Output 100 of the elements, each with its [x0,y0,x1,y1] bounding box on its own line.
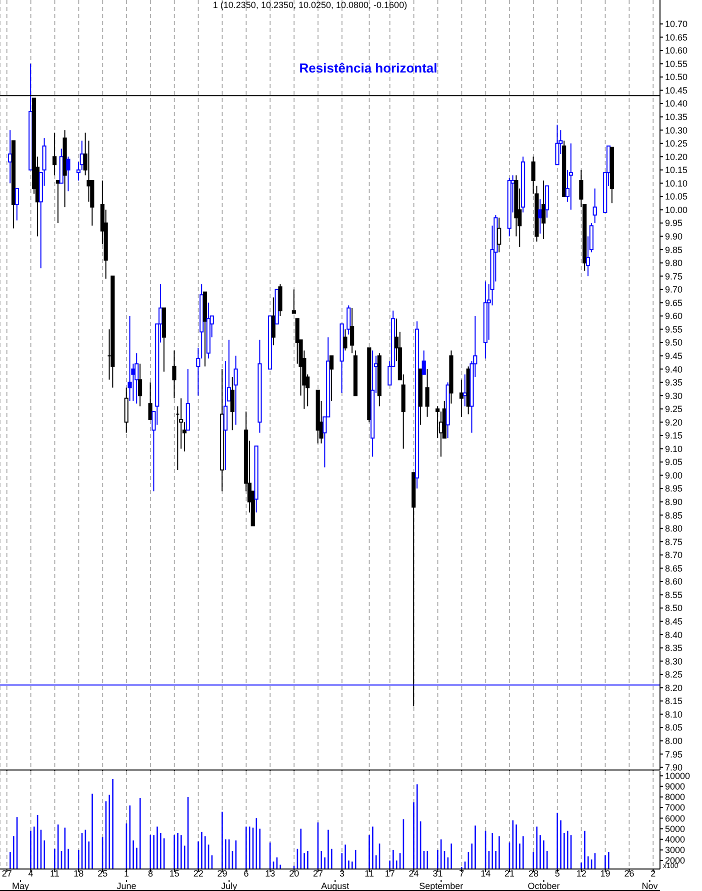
x-tick-label: 27 [2,868,12,878]
y-tick-label: 10000 [665,770,690,781]
y-tick-label: 9.65 [665,298,683,308]
x2-tick-label: October [528,881,560,891]
y-tick-label: 10.70 [665,19,688,30]
candlestick [544,185,550,218]
x2-tick-label: September [419,881,464,891]
candlestick [128,315,132,402]
y-tick-label: 10.25 [665,138,688,149]
x-tick-label: 7 [459,868,464,878]
x-tick-label: 11 [364,868,374,878]
y-tick-label: 5000 [665,824,686,834]
y-tick-label: 9.60 [665,311,683,322]
candlestick [292,288,296,314]
x-tick-label: 8 [148,868,153,878]
y-tick-label: 8.75 [665,536,683,547]
chart-title: 1 (10.2350, 10.2350, 10.0250, 10.0800, -0.1600) [212,0,408,10]
x-tick-label: 12 [576,868,586,878]
candlestick [343,328,348,351]
y-tick-label: 8.65 [665,563,683,574]
x-tick-label: 21 [504,868,515,878]
candlestick [592,188,597,224]
candlestick [497,217,502,253]
y-tick-label: 9.00 [665,470,683,480]
candlestick [346,304,351,336]
x-tick-label: 22 [193,868,204,878]
y-tick-label: 8000 [665,792,686,802]
y-tick-label: 9.05 [665,457,683,468]
y-tick-label: 10.45 [665,85,688,96]
candlestick [350,308,354,354]
y-tick-label: 9.35 [665,378,683,388]
y-tick-label: 8.00 [665,736,683,746]
y-tick-label: 10.15 [665,165,688,176]
y-tick-label: 10.65 [665,32,688,42]
x-tick-label: 5 [554,868,560,878]
x2-tick-label: Nov [642,881,658,891]
candlestick [52,132,57,176]
y-tick-label: 8.70 [665,550,683,560]
x-tick-label: 19 [600,868,610,878]
y-tick-label: 7000 [665,802,686,813]
candlestick [330,355,334,402]
x-tick-label: 29 [217,868,228,878]
y-tick-label: 8.20 [665,682,683,693]
x-tick-label: 13 [265,868,276,878]
candlestick [555,124,560,166]
ref-line-label: Resistência horizontal [299,60,438,76]
y-tick-label: 9.85 [665,244,683,255]
y-tick-label: 8.60 [665,576,683,587]
y-tick-label: 10.30 [665,125,688,136]
y-tick-label: 7.90 [665,762,683,773]
x-tick-label: 6 [244,868,249,878]
y-tick-label: 9.15 [665,430,683,441]
y-tick-label: 6000 [665,813,686,824]
y-tick-label: 8.05 [665,722,683,733]
candlestick [568,142,573,210]
x-tick-label: 17 [384,868,395,878]
candlestick [172,350,176,399]
y-tick-label: 8.90 [665,497,683,508]
y-tick-label: 8.25 [665,670,683,680]
y-tick-label: 10.40 [665,98,688,109]
x-tick-label: 14 [480,868,491,878]
candlestick [542,180,546,240]
x-tick-label: 2 [650,868,656,878]
y-tick-label: 7.95 [665,749,683,760]
y-tick-label: 9000 [665,782,686,792]
y-tick-label: 8.95 [665,484,683,494]
y-tick-label: 10.55 [665,58,688,69]
candlestick [234,355,238,426]
y-tick-label: 9.25 [665,404,683,414]
candlestick [425,368,430,418]
y-tick-label: 10.05 [665,192,688,202]
x-tick-label: 24 [408,868,419,878]
x-tick-label: 27 [313,868,324,878]
y-tick-label: 8.45 [665,616,683,627]
candlestick [295,318,300,364]
x2-tick-label: August [321,881,350,891]
candlestick [278,284,282,316]
candlestick [138,363,142,407]
y-tick-label: 10.00 [665,204,688,215]
candlestick [230,376,234,431]
x2-tick-label: June [116,881,136,891]
candlestick [459,379,464,418]
candlestick [66,156,70,192]
y-tick-label: 8.50 [665,603,683,614]
candlestick [134,352,139,404]
x-tick-label: 11 [50,868,60,878]
y-tick-label: 8.40 [665,630,683,640]
candlestick [14,188,19,221]
y-tick-label: 9.95 [665,218,683,228]
x-tick-label: 20 [289,868,300,878]
candlestick [124,387,128,434]
y-tick-label: 9.70 [665,284,683,295]
y-tick-label: 8.10 [665,709,683,720]
x-tick-label: 18 [74,868,84,878]
y-tick-label: 8.55 [665,590,683,600]
y-tick-label: 9.20 [665,417,683,428]
y-tick-label: 9.30 [665,390,683,401]
y-tick-label: 10.20 [665,152,688,162]
y-tick-label: 9.90 [665,232,683,242]
y-tick-label: 10.35 [665,112,688,122]
